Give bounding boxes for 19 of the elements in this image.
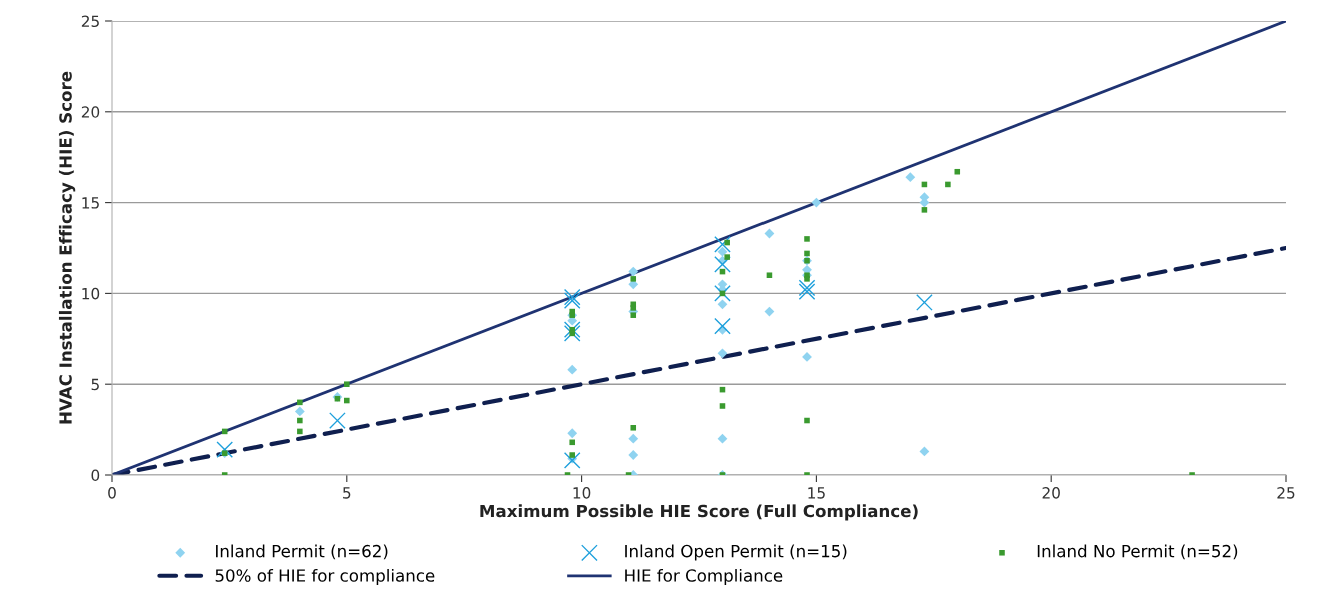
x-tick-label: 10	[573, 487, 591, 499]
legend-label: Inland No Permit (n=52)	[1037, 544, 1238, 560]
x-tick-label: 5	[343, 487, 351, 499]
y-tick-label: 15	[82, 197, 99, 209]
x-axis-title: Maximum Possible HIE Score (Full Compliance)	[480, 504, 918, 521]
y-axis-title: HVAC Installation Efficacy (HIE) Score	[58, 71, 76, 424]
x-tick-label: 25	[1277, 487, 1295, 499]
y-tick-label: 10	[82, 287, 100, 300]
y-tick-label: 25	[81, 15, 99, 28]
y-tick-label: 20	[81, 106, 100, 118]
x-tick-label: 15	[808, 487, 825, 499]
y-tick-label: 5	[91, 378, 99, 391]
x-tick-label: 0	[108, 487, 116, 499]
legend-label: HIE for Compliance	[625, 568, 783, 586]
legend-label: Inland Permit (n=62)	[216, 544, 388, 560]
x-tick-label: 20	[1042, 487, 1060, 499]
y-tick-label: 0	[91, 469, 100, 482]
legend-label: 50% of HIE for compliance	[215, 568, 435, 586]
legend-label: Inland Open Permit (n=15)	[625, 544, 847, 561]
